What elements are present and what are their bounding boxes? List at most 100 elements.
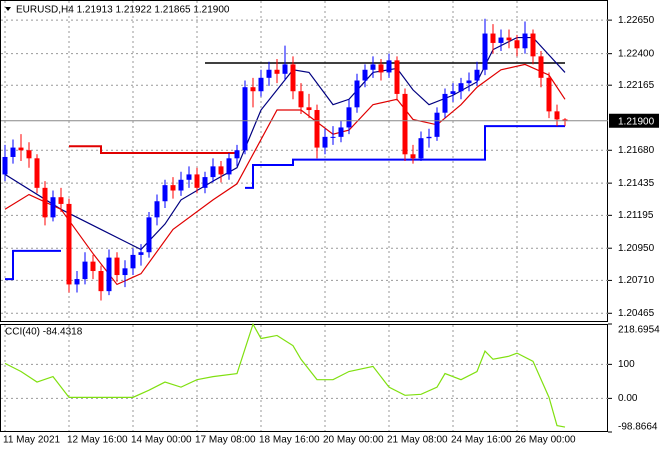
candle-body — [522, 33, 528, 49]
candle-body — [42, 187, 48, 218]
candle-body — [98, 271, 104, 292]
x-tick-label: 17 May 08:00 — [195, 435, 256, 446]
x-tick-label: 21 May 08:00 — [387, 435, 448, 446]
candle-body — [298, 91, 304, 108]
indicator-line — [245, 125, 565, 189]
candle-body — [282, 64, 288, 74]
indicator-line — [4, 322, 566, 428]
candle-body — [378, 64, 384, 73]
candle-body — [130, 254, 136, 269]
candle-body — [394, 60, 400, 94]
candle-body — [506, 37, 512, 41]
candle-body — [58, 197, 64, 204]
candle-body — [122, 268, 128, 276]
y-tick-label: 1.20465 — [618, 308, 655, 319]
candle-body — [338, 127, 344, 137]
candle-body — [242, 87, 248, 151]
candle-body — [10, 147, 16, 157]
candle-body — [2, 156, 8, 175]
candle-body — [50, 197, 56, 218]
candle-body — [66, 203, 72, 285]
candle-body — [274, 69, 280, 74]
y-tick-label: -98.8664 — [618, 422, 658, 433]
candle-body — [562, 119, 568, 121]
x-tick-label: 26 May 00:00 — [515, 435, 576, 446]
candle-body — [466, 80, 472, 84]
candle-body — [362, 69, 368, 81]
candle-body — [138, 252, 144, 255]
candle-body — [34, 158, 40, 188]
candle-body — [26, 150, 32, 159]
candle-body — [258, 77, 264, 92]
candle-body — [346, 107, 352, 128]
candle-body — [530, 33, 536, 57]
candle-body — [554, 111, 560, 120]
x-tick-label: 11 May 2021 — [3, 435, 61, 446]
x-tick-label: 12 May 16:00 — [67, 435, 128, 446]
candle-body — [546, 77, 552, 112]
candle-body — [234, 150, 240, 159]
y-tick-label: 1.21680 — [618, 145, 655, 156]
candle-body — [218, 166, 224, 175]
candle-body — [490, 33, 496, 43]
candle-body — [250, 87, 256, 92]
candle-body — [82, 261, 88, 280]
y-tick-label: 0.00 — [618, 393, 638, 404]
indicator-line — [5, 249, 61, 281]
y-tick-label: 218.6954 — [618, 325, 660, 336]
candle-body — [226, 158, 232, 175]
candle-body — [186, 174, 192, 180]
y-tick-label: 1.22165 — [618, 80, 655, 91]
chart-title: EURUSD,H4 1.21913 1.21922 1.21865 1.2190… — [16, 5, 230, 16]
candle-body — [106, 257, 112, 292]
candle-body — [114, 257, 120, 276]
candle-body — [514, 40, 520, 49]
candle-body — [202, 177, 208, 188]
candle-body — [330, 136, 336, 138]
cci-title: CCI(40) -84.4318 — [5, 327, 83, 338]
candle-body — [18, 147, 24, 151]
price-panel-frame — [0, 0, 608, 322]
candle-body — [194, 174, 200, 188]
y-tick-label: 1.20950 — [618, 243, 655, 254]
candle-body — [450, 91, 456, 94]
candle-body — [442, 93, 448, 113]
candle-body — [410, 154, 416, 159]
candle-body — [458, 83, 464, 92]
indicator-line — [69, 145, 237, 154]
x-tick-label: 20 May 00:00 — [323, 435, 384, 446]
candle-body — [178, 179, 184, 191]
candle-body — [170, 185, 176, 191]
title-marker — [5, 7, 11, 11]
candle-body — [498, 37, 504, 43]
x-tick-label: 14 May 00:00 — [131, 435, 192, 446]
y-tick-label: 1.21195 — [618, 210, 654, 221]
candle-body — [210, 166, 216, 178]
y-tick-label: 1.22650 — [618, 15, 655, 26]
x-tick-label: 24 May 16:00 — [451, 435, 512, 446]
candle-body — [354, 80, 360, 108]
candle-body — [426, 136, 432, 139]
indicator-line — [4, 36, 566, 251]
candle-body — [306, 107, 312, 111]
candle-body — [314, 110, 320, 148]
x-tick-label: 18 May 16:00 — [259, 435, 320, 446]
candle-body — [418, 138, 424, 159]
cci-panel-frame — [0, 324, 608, 432]
candle-body — [74, 279, 80, 285]
y-tick-label: 100 — [618, 359, 635, 370]
candle-body — [434, 112, 440, 137]
y-tick-label: 1.21435 — [618, 178, 655, 189]
candle-body — [266, 69, 272, 78]
last-price-label: 1.21900 — [618, 116, 655, 127]
last-price-box — [609, 113, 659, 128]
candle-body — [162, 185, 168, 202]
candle-body — [154, 201, 160, 218]
candle-body — [474, 69, 480, 81]
candle-body — [482, 33, 488, 70]
y-tick-label: 1.20710 — [618, 275, 655, 286]
candle-body — [402, 93, 408, 155]
